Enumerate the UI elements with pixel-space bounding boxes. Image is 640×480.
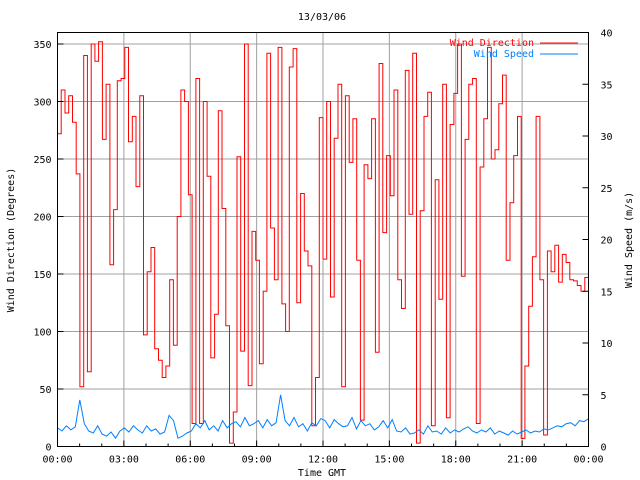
y-tick-label: 0 xyxy=(45,443,51,454)
legend-label-wind-direction: Wind Direction xyxy=(450,38,534,49)
x-tick-label: 03:00 xyxy=(109,455,139,466)
x-tick-label: 18:00 xyxy=(441,455,471,466)
y2-axis-label: Wind Speed (m/s) xyxy=(624,192,635,288)
y2-tick-label: 40 xyxy=(601,29,613,40)
series-line-wind-speed xyxy=(57,394,589,440)
x-axis-label: Time GMT xyxy=(298,468,346,479)
x-tick-label: 12:00 xyxy=(308,455,338,466)
y2-tick-label: 35 xyxy=(601,80,613,91)
series-layer xyxy=(57,41,589,444)
x-tick-label: 09:00 xyxy=(242,455,272,466)
y2-tick-label: 0 xyxy=(601,443,607,454)
legend-label-wind-speed: Wind Speed xyxy=(474,49,534,60)
y2-tick-label: 20 xyxy=(601,236,613,247)
x-tick-label: 00:00 xyxy=(573,455,603,466)
x-tick-label: 21:00 xyxy=(507,455,537,466)
y2-tick-label: 25 xyxy=(601,184,613,195)
x-tick-label: 06:00 xyxy=(175,455,205,466)
legend: Wind Direction Wind Speed xyxy=(450,38,578,60)
y-tick-label: 150 xyxy=(33,270,51,281)
grid xyxy=(57,32,589,447)
y-tick-label: 200 xyxy=(33,213,51,224)
y-axis-label: Wind Direction (Degrees) xyxy=(6,168,17,313)
tick-layer: 00:00 03:00 06:00 09:00 12:00 15:00 18:00 21:00… xyxy=(33,29,612,466)
chart-title: 13/03/06 xyxy=(298,12,346,23)
y2-tick-label: 5 xyxy=(601,391,607,402)
y-tick-label: 350 xyxy=(33,40,51,51)
y-tick-label: 100 xyxy=(33,328,51,339)
y2-tick-label: 10 xyxy=(601,339,613,350)
y2-tick-label: 30 xyxy=(601,132,613,143)
y-tick-label: 300 xyxy=(33,98,51,109)
x-tick-label: 00:00 xyxy=(42,455,72,466)
y-tick-label: 250 xyxy=(33,155,51,166)
x-tick-label: 15:00 xyxy=(374,455,404,466)
series-line-wind-direction xyxy=(57,41,589,444)
y-tick-label: 50 xyxy=(39,385,51,396)
y2-tick-label: 15 xyxy=(601,287,613,298)
